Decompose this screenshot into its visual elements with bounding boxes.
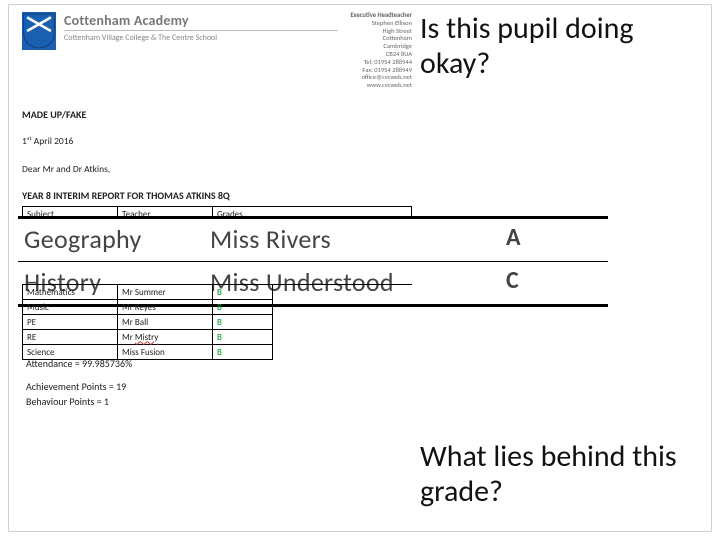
question-top: Is this pupil doing okay?	[420, 12, 705, 81]
report-date: 1ˢᵗ April 2016	[22, 135, 412, 147]
teacher-cell: Mr Ball	[118, 315, 213, 330]
salutation: Dear Mr and Dr Atkins,	[22, 163, 412, 175]
subject-cell: RE	[23, 330, 118, 345]
attendance-line: Attendance = 99.985736%	[26, 356, 132, 371]
madeup-label: MADE UP/FAKE	[22, 108, 412, 121]
academy-name: Cottenham Academy	[64, 12, 338, 29]
question-bottom: What lies behind this grade?	[420, 440, 710, 509]
teacher-cell: Mr Keyes	[118, 300, 213, 315]
grades-bottom-rows: MathematicsMr SummerBMusicMr KeyesBPEMr …	[22, 284, 412, 360]
zoom-subject: Geography	[18, 219, 204, 261]
school-crest-icon	[22, 12, 56, 50]
zoom-teacher: Miss Rivers	[204, 219, 500, 261]
behaviour-line: Behaviour Points = 1	[26, 394, 132, 409]
teacher-cell: Mr Summer	[118, 285, 213, 300]
grade-cell: B	[213, 330, 273, 345]
grade-cell: B	[213, 300, 273, 315]
grade-cell: B	[213, 315, 273, 330]
grade-cell: B	[213, 285, 273, 300]
academy-subtitle: Cottenham Village College & The Centre S…	[64, 33, 338, 43]
teacher-cell: Miss Fusion	[118, 345, 213, 360]
zoom-grade-a: A	[500, 219, 608, 261]
zoom-row-geography: Geography Miss Rivers A	[18, 219, 608, 261]
subject-cell: Music	[23, 300, 118, 315]
report-lower: MathematicsMr SummerBMusicMr KeyesBPEMr …	[22, 284, 412, 360]
subject-cell: Mathematics	[23, 285, 118, 300]
zoom-grade-c: C	[500, 262, 608, 304]
contact-block: Executive Headteacher Stephen Ellison Hi…	[350, 12, 412, 90]
letterhead: Cottenham Academy Cottenham Village Coll…	[22, 12, 412, 90]
subject-cell: PE	[23, 315, 118, 330]
academy-heading: Cottenham Academy Cottenham Village Coll…	[64, 12, 338, 43]
footer-stats: Attendance = 99.985736% Achievement Poin…	[26, 356, 132, 409]
grade-cell: B	[213, 345, 273, 360]
teacher-cell: Mr Mistry	[118, 330, 213, 345]
report-title: YEAR 8 INTERIM REPORT FOR THOMAS ATKINS …	[22, 189, 412, 202]
achievement-line: Achievement Points = 19	[26, 379, 132, 394]
